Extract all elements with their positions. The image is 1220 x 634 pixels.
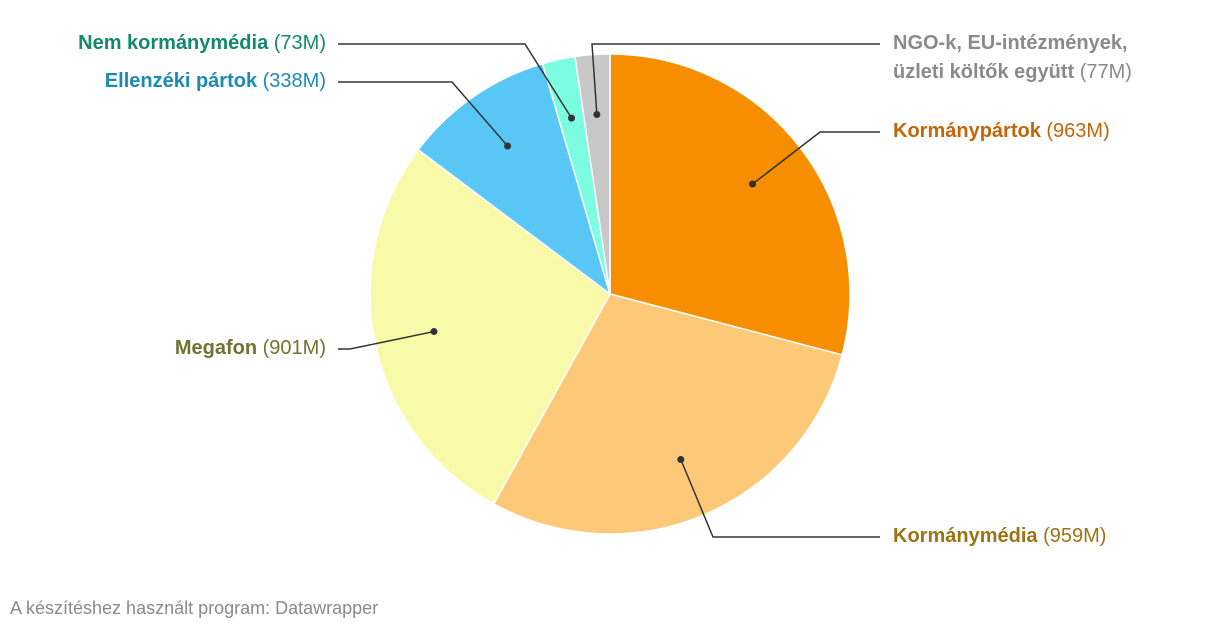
- slice-label: Nem kormánymédia (73M): [0, 29, 326, 58]
- category-label: NGO-k, EU-intézmények, üzleti költők egy…: [893, 32, 1128, 83]
- leader-dot: [430, 328, 438, 336]
- leader-dot: [677, 455, 685, 463]
- pie-slice: [417, 62, 612, 296]
- category-label: Nem kormánymédia: [78, 32, 269, 54]
- value-label: (959M): [1043, 525, 1107, 547]
- leader-line: [338, 43, 573, 119]
- slice-label: Megafon (901M): [0, 334, 326, 363]
- slice-label: Kormánypártok (963M): [893, 117, 1183, 146]
- leader-line: [752, 131, 880, 185]
- leader-line: [680, 459, 880, 538]
- leader-line: [338, 81, 509, 147]
- leader-dot: [593, 110, 601, 118]
- value-label: (338M): [262, 70, 326, 92]
- slice-label: Kormánymédia (959M): [893, 522, 1183, 551]
- value-label: (73M): [273, 32, 326, 54]
- leader-line: [591, 43, 880, 115]
- value-label: (77M): [1079, 61, 1132, 83]
- leader-dot: [749, 180, 757, 188]
- category-label: Kormánymédia: [893, 525, 1038, 547]
- slice-label: NGO-k, EU-intézmények, üzleti költők egy…: [893, 29, 1183, 87]
- slice-label: Ellenzéki pártok (338M): [0, 67, 326, 96]
- value-label: (901M): [262, 337, 326, 359]
- value-label: (963M): [1046, 120, 1110, 142]
- category-label: Megafon: [174, 337, 258, 359]
- leader-line: [338, 330, 435, 350]
- leader-dot: [568, 114, 576, 122]
- category-label: Kormánypártok: [893, 120, 1041, 142]
- footer: A készítéshez használt program: Datawrap…: [10, 598, 379, 618]
- leader-dot: [504, 142, 512, 150]
- category-label: Ellenzéki pártok: [104, 70, 258, 92]
